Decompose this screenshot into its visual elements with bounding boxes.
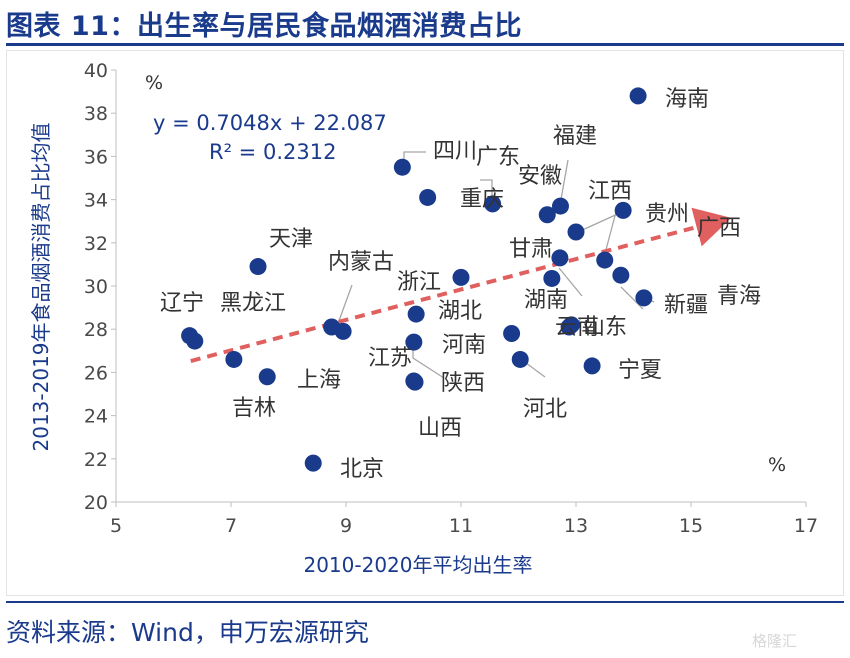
- point-label: 甘肃: [509, 237, 553, 262]
- point-label: 吉林: [232, 396, 276, 421]
- data-point: [405, 333, 423, 351]
- data-point: [511, 350, 529, 368]
- data-point: [406, 373, 424, 391]
- point-label: 安徽: [518, 164, 562, 189]
- point-label: 天津: [269, 227, 313, 252]
- x-axis-title: 2010-2020年平均出生率: [303, 553, 532, 577]
- x-tick-label: 5: [110, 515, 122, 537]
- data-point: [551, 249, 569, 267]
- data-point: [538, 206, 556, 224]
- x-tick-label: 17: [794, 515, 818, 537]
- point-label: 江苏: [368, 346, 412, 371]
- point-label: 山东: [583, 315, 627, 340]
- x-tick-label: 11: [449, 515, 473, 537]
- data-point: [614, 201, 632, 219]
- point-label: 重庆: [460, 187, 504, 212]
- point-label: 湖北: [438, 299, 482, 324]
- point-label: 云南: [555, 315, 599, 340]
- point-label: 内蒙古: [328, 250, 394, 275]
- trend-line: [190, 207, 732, 363]
- data-point: [562, 316, 580, 334]
- data-point: [186, 332, 204, 350]
- scatter-chart: 20 22 24 26 28 30 32 34 36 38 40 5 7 9 11 13 15 17 海南四川广东…: [29, 60, 818, 577]
- data-point: [249, 258, 267, 276]
- watermark: 格隆汇: [752, 632, 798, 650]
- y-tick-label: 22: [84, 449, 108, 471]
- data-point: [612, 266, 630, 284]
- x-unit-label: %: [768, 454, 786, 476]
- data-point: [393, 158, 411, 176]
- title-rule: [6, 43, 844, 46]
- source-note: 资料来源：Wind，申万宏源研究: [6, 618, 369, 647]
- y-tick-label: 36: [84, 146, 108, 168]
- y-unit-label: %: [145, 72, 163, 94]
- data-point: [452, 268, 470, 286]
- point-label: 辽宁: [160, 291, 204, 316]
- y-tick-label: 26: [84, 362, 108, 384]
- data-point: [258, 368, 276, 386]
- regression-equation: y = 0.7048x + 22.087: [153, 111, 387, 135]
- regression-r2: R² = 0.2312: [209, 140, 336, 164]
- point-label: 山西: [418, 416, 462, 441]
- footer-rule: [6, 601, 844, 603]
- y-tick-label: 28: [84, 319, 108, 341]
- point-label: 湖南: [524, 288, 568, 313]
- point-label: 浙江: [397, 270, 441, 295]
- point-label: 江西: [588, 179, 632, 204]
- point-label: 河南: [442, 333, 486, 358]
- point-label: 新疆: [664, 293, 708, 318]
- data-point: [583, 357, 601, 375]
- data-point: [304, 454, 322, 472]
- point-label: 宁夏: [618, 358, 662, 383]
- data-point: [503, 325, 521, 343]
- data-point: [635, 289, 653, 307]
- point-label: 青海: [717, 284, 761, 309]
- point-label: 广西: [697, 216, 741, 241]
- label-leader-line: [620, 286, 644, 310]
- x-tick-label: 13: [564, 515, 588, 537]
- data-point: [551, 197, 569, 215]
- label-leader-line: [559, 159, 569, 206]
- data-point: [225, 350, 243, 368]
- chart-frame: [6, 50, 844, 596]
- data-point: [484, 195, 502, 213]
- y-tick-label: 32: [84, 233, 108, 255]
- point-label: 陕西: [441, 371, 485, 396]
- chart-title: 图表 11：出生率与居民食品烟酒消费占比: [6, 11, 522, 42]
- data-point: [407, 305, 425, 323]
- y-tick-label: 38: [84, 103, 108, 125]
- y-tick-label: 30: [84, 276, 108, 298]
- label-leader-line: [558, 267, 583, 297]
- point-label: 北京: [340, 457, 384, 482]
- point-label: 黑龙江: [220, 291, 286, 316]
- x-tick-label: 9: [340, 515, 352, 537]
- y-tick-label: 20: [84, 492, 108, 514]
- point-label: 河北: [523, 397, 567, 422]
- point-label: 四川: [433, 139, 477, 164]
- data-point: [629, 87, 647, 105]
- point-label: 福建: [553, 124, 597, 149]
- x-tick-label: 7: [225, 515, 237, 537]
- data-point: [334, 322, 352, 340]
- point-label: 海南: [665, 87, 709, 112]
- point-label: 上海: [297, 368, 341, 393]
- point-label: 广东: [476, 145, 520, 170]
- y-tick-label: 34: [84, 190, 108, 212]
- x-tick-label: 15: [679, 515, 703, 537]
- y-tick-label: 24: [84, 406, 108, 428]
- data-point: [419, 188, 437, 206]
- data-point: [567, 223, 585, 241]
- y-tick-label: 40: [84, 60, 108, 82]
- data-point: [596, 251, 614, 269]
- y-axis-title: 2013-2019年食品烟酒消费占比均值: [29, 122, 53, 451]
- point-label: 贵州: [645, 202, 689, 227]
- data-point: [543, 269, 561, 287]
